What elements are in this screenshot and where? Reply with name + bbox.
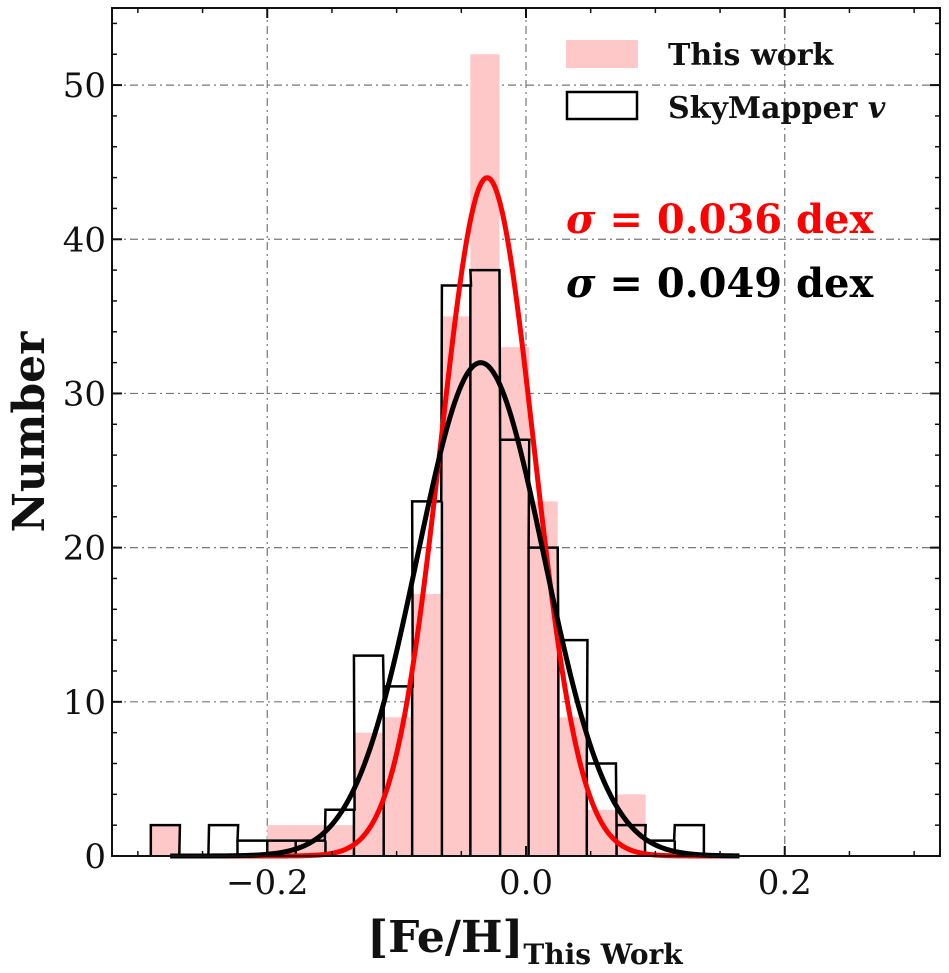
sigma-annotation-this-work: σ = 0.036 dex [566, 196, 874, 243]
legend-label-skymapper-main: SkyMapper [668, 91, 859, 126]
sigma-value-this-work: = 0.036 dex [596, 196, 875, 243]
sigma-annotation-skymapper: σ = 0.049 dex [566, 260, 874, 307]
tick-labels: −0.2 0.0 0.2 0 10 20 30 40 50 [63, 66, 812, 903]
y-tick-label-5: 50 [63, 66, 106, 106]
x-axis-title: [Fe/H]This Work [367, 912, 683, 971]
legend: This work SkyMapper v [565, 38, 886, 126]
axis-ticks [112, 8, 940, 857]
y-tick-label-1: 10 [63, 683, 106, 723]
x-tick-label-1: 0.0 [499, 863, 553, 903]
sigma-symbol-this-work: σ [566, 196, 596, 243]
x-axis-title-subscript: This Work [523, 938, 683, 971]
fit-curve-skymapper [170, 360, 740, 859]
y-tick-label-0: 0 [84, 837, 106, 877]
x-tick-label-0: −0.2 [226, 863, 309, 903]
y-axis-title: Number [4, 331, 55, 533]
sigma-value-skymapper: = 0.049 dex [596, 260, 875, 307]
x-axis-title-main: [Fe/H] [367, 912, 523, 963]
legend-label-skymapper: SkyMapper v [668, 91, 886, 126]
y-tick-label-4: 40 [63, 220, 106, 260]
legend-label-this-work: This work [668, 38, 835, 73]
x-tick-label-2: 0.2 [758, 863, 812, 903]
legend-swatch-this-work [566, 40, 638, 68]
skymapper-bars [149, 268, 706, 858]
legend-swatch-skymapper [565, 90, 639, 121]
sigma-symbol-skymapper: σ [566, 260, 596, 307]
y-tick-label-2: 20 [63, 529, 106, 569]
y-tick-label-3: 30 [63, 374, 106, 414]
this-work-bar-0 [150, 825, 180, 856]
this-work-bar-12 [586, 809, 616, 856]
legend-label-skymapper-italic: v [868, 91, 886, 126]
this-work-bar-8 [470, 54, 500, 857]
